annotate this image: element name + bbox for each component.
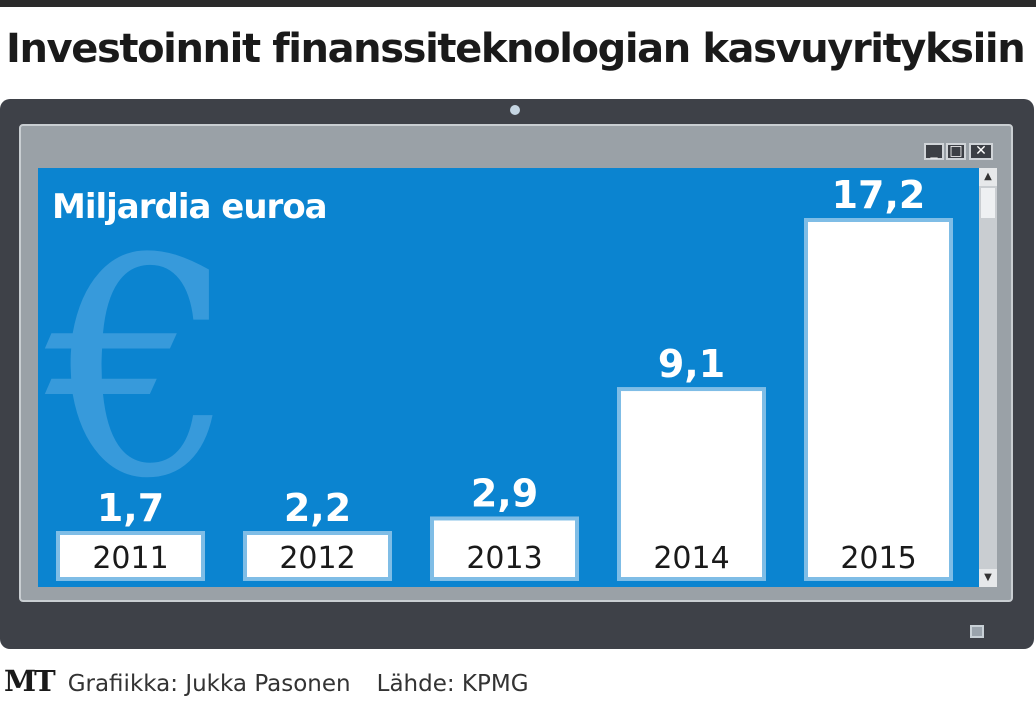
credit-line: MT Grafiikka: Jukka Pasonen Lähde: KPMG: [4, 664, 529, 698]
power-button-icon[interactable]: [970, 625, 984, 638]
window-frame: _ □ ✕ € Miljardia euroa 2011 1,7 2012 2,2 20…: [19, 124, 1013, 602]
bar-2012: [243, 531, 392, 581]
chart-screen: € Miljardia euroa 2011 1,7 2012 2,2 2013 2,9 2…: [38, 168, 979, 587]
svg-text:€: €: [41, 195, 237, 544]
graphics-credit: Grafiikka: Jukka Pasonen: [67, 671, 351, 697]
vertical-scrollbar[interactable]: ▲ ▼: [979, 168, 997, 587]
top-rule: [0, 0, 1036, 7]
scroll-up-arrow-icon[interactable]: ▲: [979, 168, 997, 186]
unit-label: Miljardia euroa: [52, 187, 327, 227]
category-label-2012: 2012: [279, 541, 355, 576]
scroll-down-arrow-icon[interactable]: ▼: [979, 569, 997, 587]
value-label-2015: 17,2: [832, 173, 926, 217]
category-label-2011: 2011: [92, 541, 168, 576]
bar-2014: [617, 387, 766, 581]
scroll-thumb[interactable]: [981, 188, 995, 218]
category-label-2014: 2014: [653, 541, 729, 576]
category-label-2013: 2013: [466, 541, 542, 576]
mt-logo: MT: [4, 664, 56, 698]
chart-title: Investoinnit finanssiteknologian kasvuyr…: [6, 26, 1026, 72]
close-icon[interactable]: ✕: [969, 143, 993, 160]
bar-2015: [804, 218, 953, 581]
monitor-frame: _ □ ✕ € Miljardia euroa 2011 1,7 2012 2,2 20…: [0, 99, 1034, 649]
value-label-2014: 9,1: [658, 342, 725, 386]
bar-chart: € Miljardia euroa 2011 1,7 2012 2,2 2013 2,9 2…: [41, 173, 953, 581]
source-credit: Lähde: KPMG: [376, 671, 529, 697]
bar-2013: [430, 516, 579, 581]
value-label-2013: 2,9: [471, 471, 538, 515]
category-label-2015: 2015: [840, 541, 916, 576]
minimize-icon[interactable]: _: [924, 143, 944, 160]
bar-2011: [56, 531, 205, 581]
euro-symbol-icon: €: [41, 195, 237, 544]
value-label-2011: 1,7: [97, 486, 164, 530]
camera-icon: [510, 105, 520, 115]
maximize-icon[interactable]: □: [946, 143, 966, 160]
value-label-2012: 2,2: [284, 486, 351, 530]
